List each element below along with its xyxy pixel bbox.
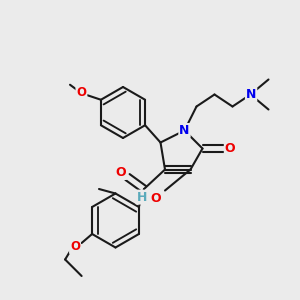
Text: O: O	[225, 142, 236, 155]
Text: O: O	[70, 240, 80, 253]
Text: N: N	[246, 88, 256, 101]
Text: N: N	[179, 124, 190, 137]
Text: O: O	[76, 86, 86, 99]
Text: O: O	[116, 166, 126, 179]
Text: O: O	[151, 191, 161, 205]
Text: H: H	[136, 190, 147, 204]
